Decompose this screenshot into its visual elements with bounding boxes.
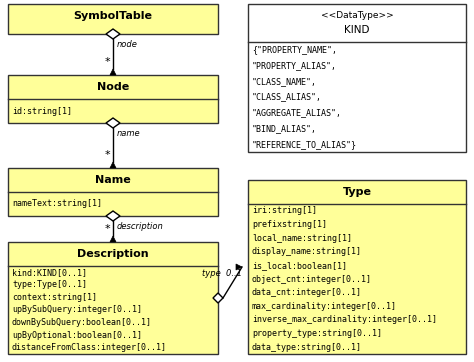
Text: prefixstring[1]: prefixstring[1] [252, 220, 327, 229]
Text: "AGGREGATE_ALIAS",: "AGGREGATE_ALIAS", [252, 108, 342, 117]
Text: description: description [117, 222, 164, 231]
Text: "CLASS_NAME",: "CLASS_NAME", [252, 77, 317, 86]
Text: *: * [104, 57, 110, 67]
Text: "PROPERTY_ALIAS",: "PROPERTY_ALIAS", [252, 61, 337, 70]
Text: *: * [104, 224, 110, 234]
Text: nameText:string[1]: nameText:string[1] [12, 199, 102, 209]
Polygon shape [110, 69, 116, 75]
Text: type  0..1: type 0..1 [202, 269, 243, 278]
Text: context:string[1]: context:string[1] [12, 293, 97, 302]
Text: display_name:string[1]: display_name:string[1] [252, 247, 362, 256]
Polygon shape [106, 29, 120, 39]
Text: Type: Type [343, 187, 372, 197]
Text: object_cnt:integer[0..1]: object_cnt:integer[0..1] [252, 274, 372, 283]
Text: local_name:string[1]: local_name:string[1] [252, 233, 352, 243]
Text: kind:KIND[0..1]: kind:KIND[0..1] [12, 268, 87, 277]
Text: distanceFromClass:integer[0..1]: distanceFromClass:integer[0..1] [12, 343, 167, 352]
Text: Node: Node [97, 82, 129, 92]
Bar [8, 4, 218, 34]
Text: {"PROPERTY_NAME",: {"PROPERTY_NAME", [252, 45, 337, 54]
Text: type:Type[0..1]: type:Type[0..1] [12, 280, 87, 289]
Text: iri:string[1]: iri:string[1] [252, 206, 317, 215]
Text: name: name [117, 129, 141, 138]
Text: Description: Description [77, 249, 149, 259]
Text: "BIND_ALIAS",: "BIND_ALIAS", [252, 124, 317, 133]
Polygon shape [106, 118, 120, 128]
Text: upByOptional:boolean[0..1]: upByOptional:boolean[0..1] [12, 331, 142, 340]
Polygon shape [236, 264, 242, 270]
Text: is_local:boolean[1]: is_local:boolean[1] [252, 261, 347, 270]
Bar [8, 75, 218, 123]
Text: property_type:string[0..1]: property_type:string[0..1] [252, 329, 382, 338]
Text: *: * [104, 150, 110, 160]
Text: SymbolTable: SymbolTable [73, 11, 153, 21]
Text: data_type:string[0..1]: data_type:string[0..1] [252, 343, 362, 352]
Bar [248, 4, 466, 152]
Text: inverse_max_cardinality:integer[0..1]: inverse_max_cardinality:integer[0..1] [252, 315, 437, 324]
Polygon shape [110, 236, 116, 242]
Text: KIND: KIND [344, 25, 370, 35]
Bar [8, 168, 218, 216]
Text: "CLASS_ALIAS",: "CLASS_ALIAS", [252, 93, 322, 101]
Text: downBySubQuery:boolean[0..1]: downBySubQuery:boolean[0..1] [12, 318, 152, 327]
Text: max_cardinality:integer[0..1]: max_cardinality:integer[0..1] [252, 302, 397, 311]
Text: upBySubQuery:integer[0..1]: upBySubQuery:integer[0..1] [12, 306, 142, 315]
Text: Name: Name [95, 175, 131, 185]
Polygon shape [213, 293, 223, 303]
Polygon shape [106, 211, 120, 221]
Text: <<DataType>>: <<DataType>> [320, 12, 393, 21]
Text: node: node [117, 40, 138, 49]
Text: "REFERENCE_TO_ALIAS"}: "REFERENCE_TO_ALIAS"} [252, 140, 357, 149]
Polygon shape [110, 162, 116, 168]
Bar [248, 180, 466, 354]
Text: id:string[1]: id:string[1] [12, 106, 72, 115]
Text: data_cnt:integer[0..1]: data_cnt:integer[0..1] [252, 288, 362, 297]
Bar [8, 242, 218, 354]
